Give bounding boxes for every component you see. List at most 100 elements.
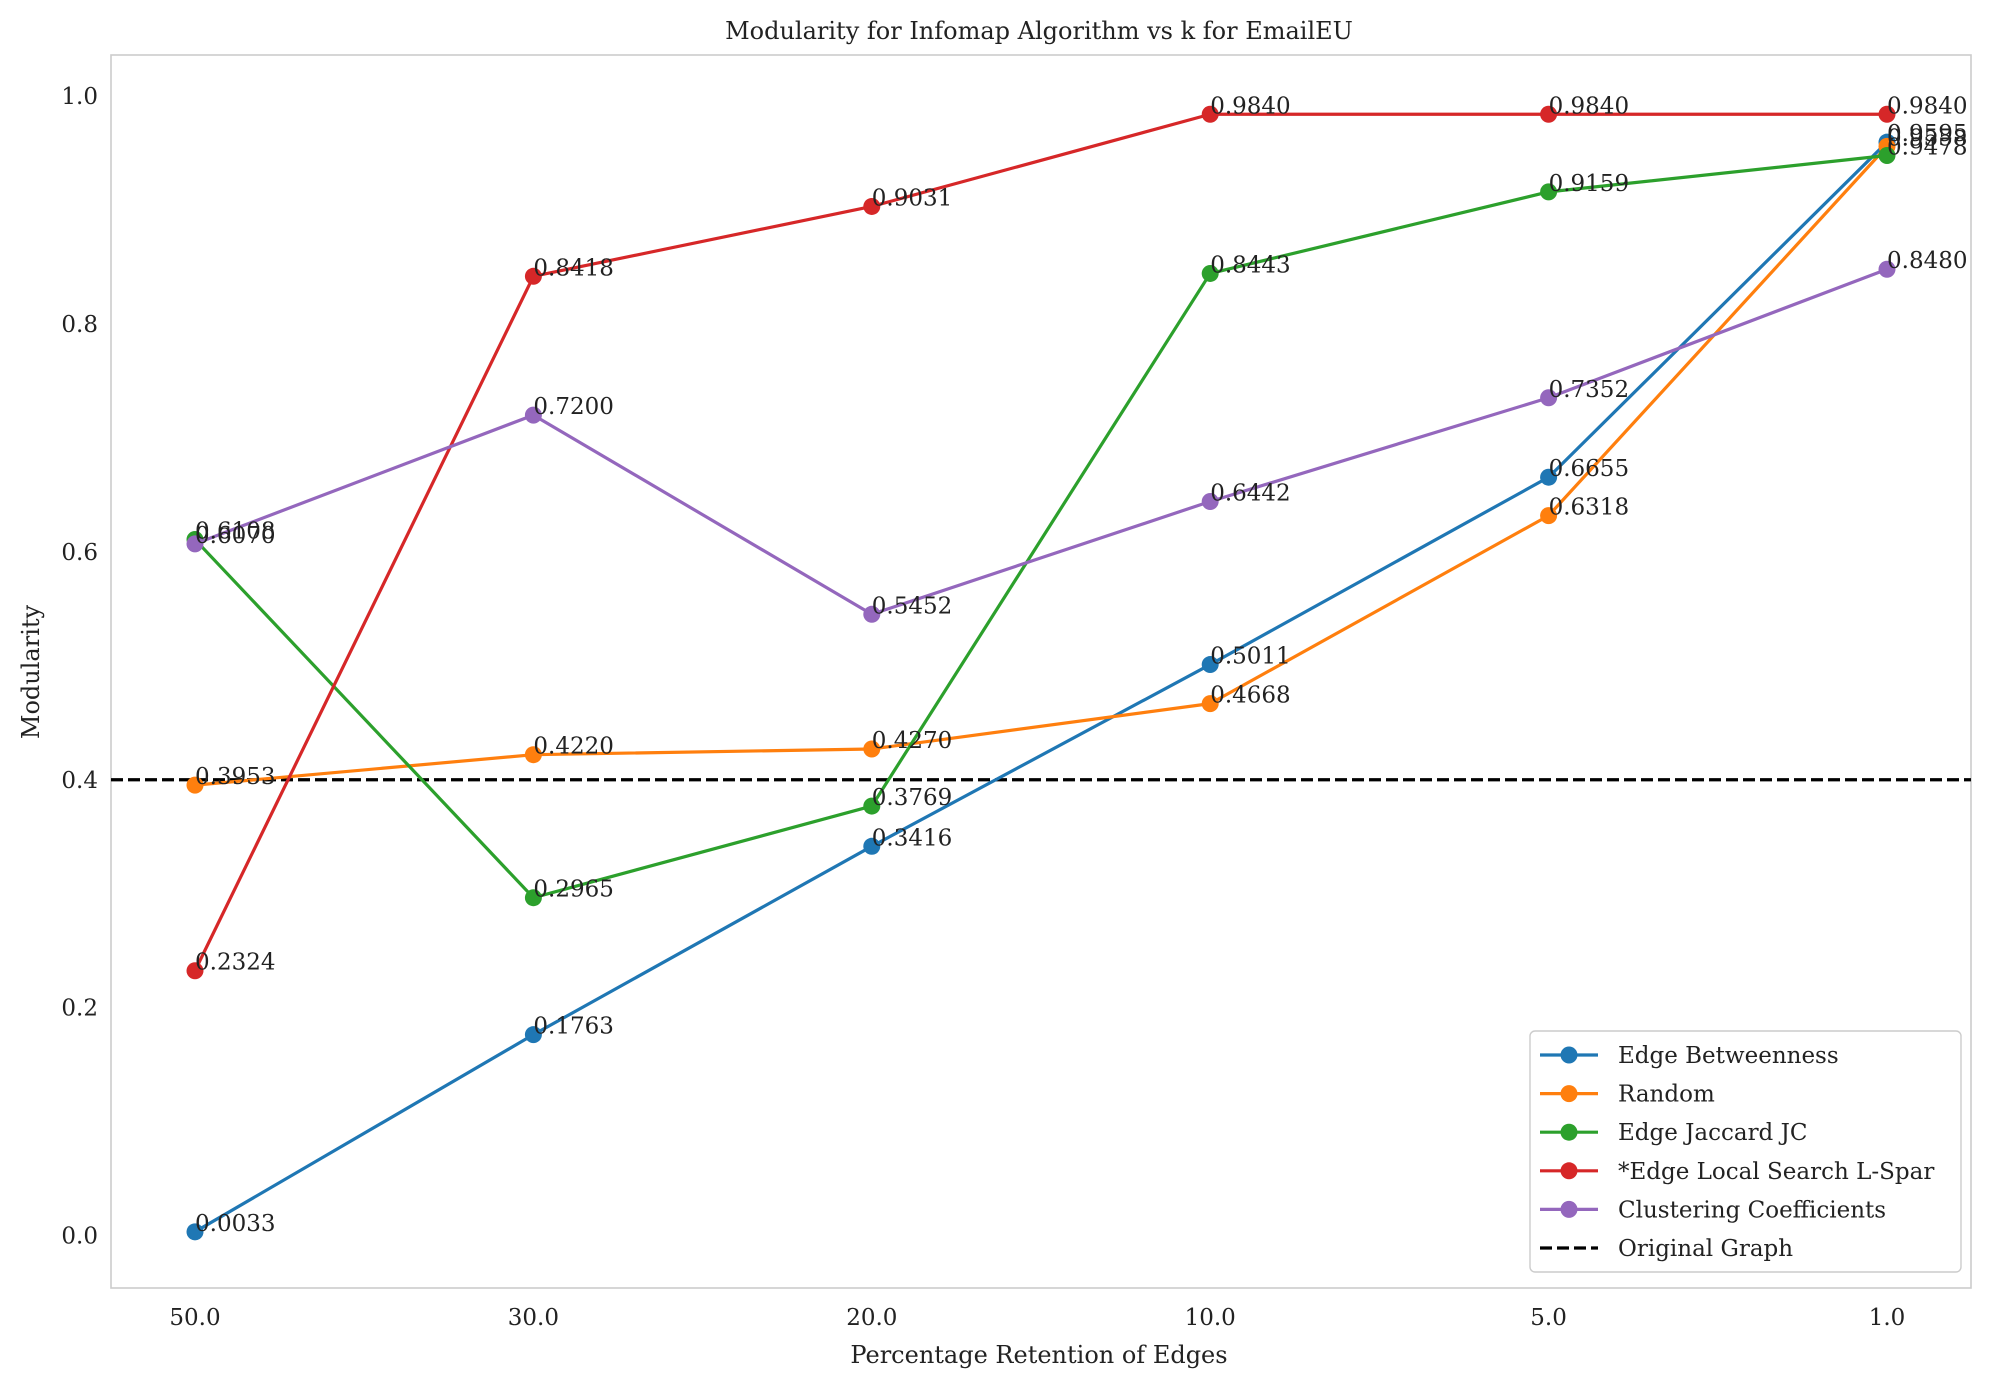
- data-point: [524, 889, 542, 907]
- y-axis-ticks: 0.0 0.2 0.4 0.6 0.8 1.0: [61, 84, 98, 1250]
- legend-entry-edge-jaccard-jc: Edge Jaccard JC: [1540, 1120, 1807, 1146]
- data-label: 0.8418: [533, 255, 613, 281]
- x-axis-label: Percentage Retention of Edges: [850, 1341, 1227, 1369]
- data-point: [1540, 507, 1558, 525]
- data-point: [863, 797, 881, 815]
- data-label: 0.9840: [1887, 93, 1967, 119]
- data-label: 0.8443: [1210, 252, 1290, 278]
- data-label: 0.3953: [195, 764, 275, 790]
- data-label: 0.4270: [872, 728, 952, 754]
- data-label: 0.9840: [1549, 93, 1629, 119]
- x-tick-label: 50.0: [169, 1305, 220, 1331]
- series-line: [193, 153, 1888, 900]
- data-label: 0.9478: [1887, 135, 1967, 161]
- data-label: 0.4220: [533, 734, 613, 760]
- data-label: 0.2324: [195, 950, 275, 976]
- data-label: 0.9031: [872, 185, 952, 211]
- legend-marker: [1560, 1162, 1578, 1180]
- plot-frame: [110, 54, 1972, 1289]
- series-line: [194, 141, 1889, 1234]
- legend-entry-clustering-coefficients: Clustering Coefficients: [1540, 1197, 1886, 1223]
- data-point: [524, 1026, 542, 1044]
- chart-title: Modularity for Infomap Algorithm vs k fo…: [725, 17, 1353, 45]
- data-label: 0.9840: [1210, 93, 1290, 119]
- data-point: [863, 837, 881, 855]
- data-point: [863, 740, 881, 758]
- data-label: 0.6655: [1549, 456, 1629, 482]
- data-point: [186, 776, 204, 794]
- series-line: [194, 267, 1888, 616]
- data-point: [186, 962, 204, 980]
- series-edge-jaccard-jc: [186, 147, 1896, 907]
- data-label: 0.3416: [872, 825, 952, 851]
- data-point: [1878, 260, 1896, 278]
- data-label: 0.9159: [1549, 171, 1629, 197]
- data-label: 0.6442: [1210, 480, 1290, 506]
- legend-marker: [1560, 1123, 1578, 1141]
- legend-entry-edge-local-search-l-spar: *Edge Local Search L-Spar: [1540, 1159, 1934, 1185]
- y-tick-label: 0.8: [61, 312, 98, 338]
- data-label: 0.6318: [1549, 495, 1629, 521]
- data-label: 0.4668: [1210, 683, 1290, 709]
- data-point: [1540, 389, 1558, 407]
- series-line: [194, 145, 1889, 787]
- y-tick-label: 0.6: [61, 540, 98, 566]
- x-tick-label: 20.0: [846, 1305, 897, 1331]
- y-axis-label: Modularity: [17, 604, 45, 739]
- data-point: [1201, 264, 1219, 282]
- y-tick-label: 0.0: [61, 1224, 98, 1250]
- data-label: 0.3769: [872, 785, 952, 811]
- data-point: [1878, 147, 1896, 165]
- data-point: [1540, 468, 1558, 486]
- x-axis-ticks: 50.0 30.0 20.0 10.0 5.0 1.0: [169, 1305, 1905, 1331]
- x-tick-label: 10.0: [1185, 1305, 1236, 1331]
- data-label: 0.5452: [872, 593, 952, 619]
- data-label: 0.6070: [195, 523, 275, 549]
- data-point: [1540, 105, 1558, 123]
- legend-marker: [1560, 1046, 1578, 1064]
- data-point: [1540, 183, 1558, 201]
- data-point: [186, 1223, 204, 1241]
- data-label: 0.0033: [195, 1211, 275, 1237]
- y-tick-label: 0.2: [61, 996, 98, 1022]
- legend: Edge Betweenness Random Edge Jaccard JC *Ed…: [1529, 1030, 1962, 1273]
- series-clustering-coefficients: [186, 260, 1896, 623]
- data-label: 0.7200: [533, 394, 613, 420]
- series-edge-betweenness: [186, 133, 1896, 1241]
- y-tick-label: 1.0: [61, 84, 98, 110]
- data-label: 0.6108: [195, 519, 275, 545]
- x-tick-label: 5.0: [1530, 1305, 1567, 1331]
- data-point: [524, 406, 542, 424]
- data-point: [186, 535, 204, 553]
- series-edge-local-search-l-spar: [186, 105, 1896, 980]
- data-label: 0.7352: [1549, 377, 1629, 403]
- legend-marker: [1560, 1085, 1578, 1103]
- data-point: [524, 267, 542, 285]
- series-line: [193, 112, 1887, 972]
- data-point: [1201, 656, 1219, 674]
- legend-label: *Edge Local Search L-Spar: [1618, 1159, 1934, 1185]
- legend-label: Edge Betweenness: [1618, 1043, 1839, 1069]
- series-random: [186, 137, 1896, 794]
- data-label: 0.9595: [1887, 121, 1967, 147]
- legend-marker: [1560, 1200, 1578, 1218]
- data-label: 0.5011: [1210, 644, 1290, 670]
- data-label: 0.2965: [533, 877, 613, 903]
- x-tick-label: 1.0: [1869, 1305, 1906, 1331]
- legend-label: Random: [1618, 1082, 1715, 1108]
- series-lines: [186, 105, 1896, 1241]
- legend-label: Clustering Coefficients: [1618, 1197, 1886, 1223]
- legend-entry-original-graph: Original Graph: [1540, 1236, 1793, 1262]
- data-point: [863, 197, 881, 215]
- data-labels: 0.0033 0.1763 0.3416 0.5011 0.6655 0.9595 0.39…: [195, 93, 1967, 1237]
- y-tick-label: 0.4: [61, 768, 98, 794]
- legend-label: Edge Jaccard JC: [1618, 1120, 1807, 1146]
- data-label: 0.1763: [533, 1014, 613, 1040]
- data-point: [1878, 105, 1896, 123]
- data-point: [863, 605, 881, 623]
- data-point: [1201, 695, 1219, 713]
- data-label: 0.8480: [1887, 248, 1967, 274]
- legend-entry-edge-betweenness: Edge Betweenness: [1540, 1043, 1839, 1069]
- data-point: [1201, 105, 1219, 123]
